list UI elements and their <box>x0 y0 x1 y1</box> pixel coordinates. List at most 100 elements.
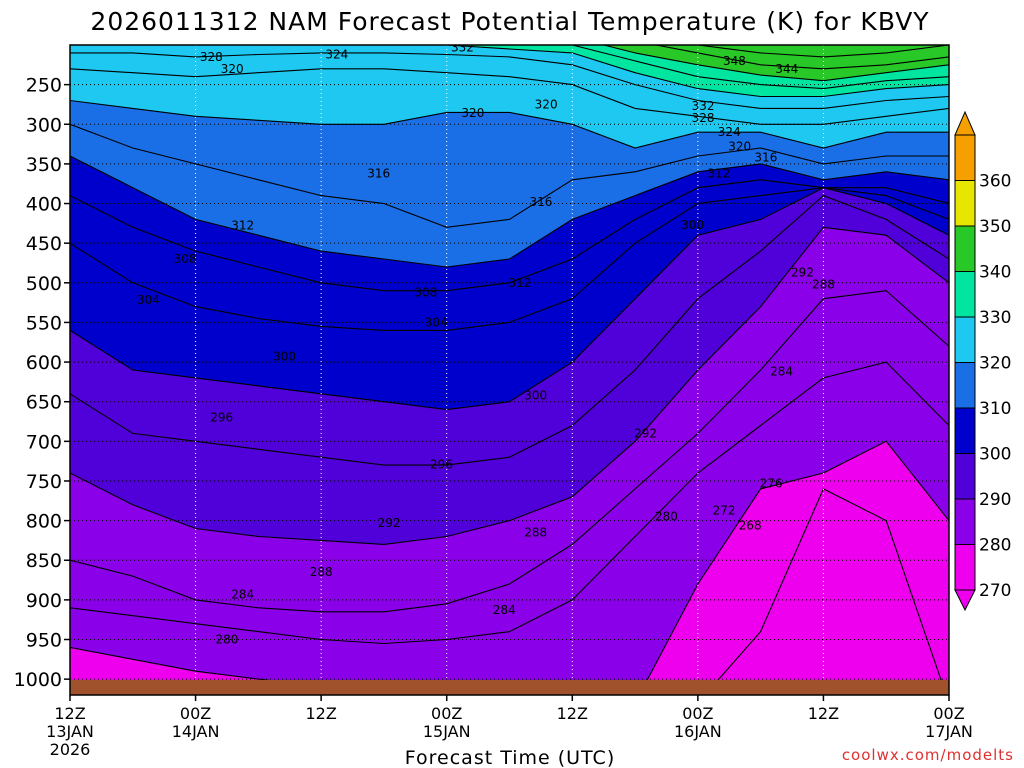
x-tick-date: 17JAN <box>925 722 973 741</box>
y-tick-label: 500 <box>26 273 62 295</box>
colorbar-arrow-low <box>954 589 976 612</box>
contour-label: 308 <box>414 285 437 299</box>
x-tick-label: 00Z <box>682 704 713 723</box>
y-tick-label: 300 <box>26 114 62 136</box>
y-tick-label: 850 <box>26 550 62 572</box>
contour-label: 328 <box>200 50 223 64</box>
contour-label: 316 <box>367 166 390 180</box>
isentrope-276 <box>704 488 947 695</box>
colorbar-label: 330 <box>979 308 1011 328</box>
isentrope-344 <box>653 45 949 70</box>
isentrope-300 <box>70 187 949 411</box>
colorbar-segment <box>954 180 976 227</box>
contour-label: 316 <box>754 151 777 165</box>
credit-text: coolwx.com/modelts <box>842 746 1014 764</box>
colorbar-label: 300 <box>979 445 1011 465</box>
contour-label: 324 <box>718 125 741 139</box>
isentrope-332 <box>425 45 949 98</box>
contour-label: 292 <box>634 426 657 440</box>
y-tick-label: 350 <box>26 154 62 176</box>
isentrope-304 <box>70 187 949 331</box>
contour-label-layer: 328 3243323203203203483443323283243203163… <box>137 45 835 647</box>
isentrope-328 <box>70 52 949 109</box>
colorbar-segment <box>954 544 976 591</box>
contour-label: 288 <box>812 277 835 291</box>
contour-label: 308 <box>174 252 197 266</box>
grid-layer <box>70 45 949 680</box>
isentrope-316 <box>70 123 949 228</box>
x-tick-date: 16JAN <box>674 722 722 741</box>
contour-label: 344 <box>775 62 798 76</box>
contour-label: 300 <box>681 218 704 232</box>
y-tick-label: 400 <box>26 194 62 216</box>
contour-label: 300 <box>524 388 547 402</box>
contour-label: 332 <box>692 99 715 113</box>
x-tick-date: 15JAN <box>423 722 471 741</box>
temperature-fill-layer <box>70 45 949 695</box>
contour-label: 316 <box>529 195 552 209</box>
colorbar-segment <box>954 271 976 318</box>
colorbar-label: 270 <box>979 581 1011 601</box>
isentrope-348 <box>694 45 949 58</box>
x-tick-label: 00Z <box>431 704 462 723</box>
x-tick-label: 00Z <box>933 704 964 723</box>
colorbar-label: 290 <box>979 490 1011 510</box>
contour-label: 320 <box>221 62 244 76</box>
x-tick-label: 12Z <box>808 704 839 723</box>
contour-label: 284 <box>231 587 254 601</box>
contour-label: 324 <box>325 48 348 62</box>
colorbar-segment <box>954 316 976 363</box>
x-tick-date: 14JAN <box>172 722 220 741</box>
isentrope-336 <box>563 45 949 90</box>
contour-label: 288 <box>524 526 547 540</box>
chart-title: 2026011312 NAM Forecast Potential Temper… <box>90 7 929 36</box>
y-tick-label: 800 <box>26 511 62 533</box>
contour-label: 320 <box>728 139 751 153</box>
contour-label: 304 <box>425 315 448 329</box>
contour-label: 296 <box>210 411 233 425</box>
y-tick-label: 900 <box>26 590 62 612</box>
y-tick-label: 600 <box>26 352 62 374</box>
contour-label: 328 <box>692 111 715 125</box>
isentrope-340 <box>601 45 949 82</box>
contour-label: 348 <box>723 54 746 68</box>
isentrope-312 <box>70 155 949 268</box>
x-tick-label: 00Z <box>180 704 211 723</box>
y-tick-label: 550 <box>26 312 62 334</box>
y-tick-label: 1000 <box>14 669 62 691</box>
x-axis-label: Forecast Time (UTC) <box>405 747 615 768</box>
x-tick-year: 2026 <box>50 740 91 759</box>
y-tick-label: 950 <box>26 630 62 652</box>
isentrope-308 <box>70 179 949 292</box>
x-tick-date: 13JAN <box>46 722 94 741</box>
colorbar-segment <box>954 407 976 454</box>
contour-label: 276 <box>760 476 783 490</box>
y-tick-label: 450 <box>26 233 62 255</box>
contour-label: 284 <box>493 603 516 617</box>
contour-label: 312 <box>231 219 254 233</box>
contour-label: 296 <box>430 457 453 471</box>
contour-label: 284 <box>770 365 793 379</box>
colorbar-label: 310 <box>979 399 1011 419</box>
colorbar-label: 350 <box>979 217 1011 237</box>
isentrope-280 <box>70 440 949 695</box>
contour-label: 280 <box>655 510 678 524</box>
colorbar-segment <box>954 134 976 181</box>
isentrope-296 <box>70 194 949 466</box>
y-axis: 250 300 350 400 450 500 550 600 650 700 750 800 850 9… <box>14 75 70 691</box>
colorbar-label: 320 <box>979 354 1011 374</box>
contour-label: 280 <box>216 633 239 647</box>
x-tick-label: 12Z <box>305 704 336 723</box>
contour-label: 300 <box>273 350 296 364</box>
y-tick-label: 650 <box>26 392 62 414</box>
contour-label: 288 <box>310 565 333 579</box>
y-tick-label: 750 <box>26 471 62 493</box>
colorbar-label: 280 <box>979 536 1011 556</box>
band-348 <box>697 45 949 57</box>
contour-label: 272 <box>713 503 736 517</box>
colorbar-segment <box>954 362 976 409</box>
contour-label: 320 <box>535 97 558 111</box>
contour-label: 292 <box>791 266 814 280</box>
